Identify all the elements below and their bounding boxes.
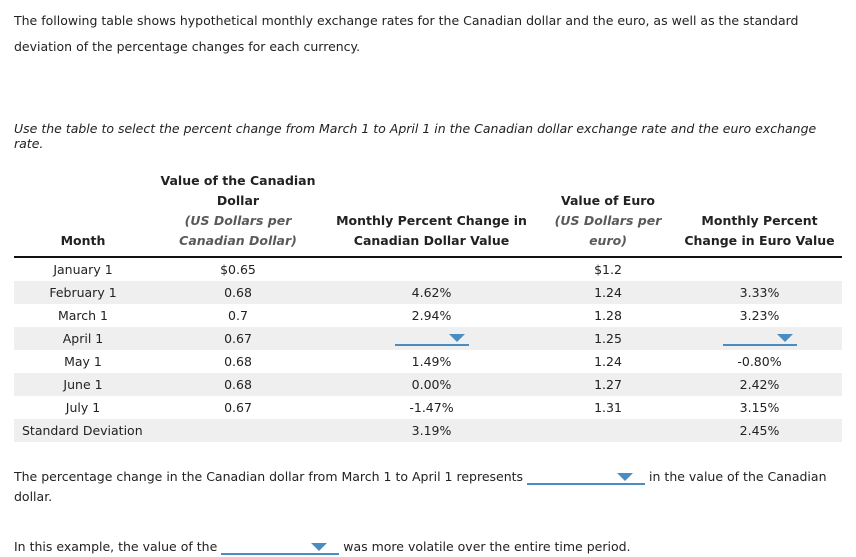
- cell-cad-change: 4.62%: [411, 284, 452, 300]
- col-header-month: Month: [14, 169, 152, 257]
- dropdown-arrow-icon: [311, 542, 328, 551]
- cell-euro-value: 1.28: [594, 307, 622, 323]
- cad-value-title: Value of the Canadian Dollar: [160, 172, 316, 208]
- euro-change-title: Monthly Percent Change in Euro Value: [684, 212, 835, 248]
- cell-month: April 1: [62, 330, 104, 346]
- col-header-cad-value: Value of the Canadian Dollar (US Dollars…: [152, 169, 324, 257]
- cell-euro-value: 1.31: [594, 399, 622, 415]
- table-row-july: July 1 0.67 -1.47% 1.31 3.15%: [14, 396, 842, 419]
- cell-euro-change: 3.33%: [739, 284, 780, 300]
- dropdown-arrow-icon: [617, 472, 634, 481]
- question-1: The percentage change in the Canadian do…: [14, 467, 842, 507]
- euro-value-subtitle: (US Dollars per euro): [554, 212, 662, 248]
- cad-change-dropdown[interactable]: [394, 331, 469, 346]
- cad-value-subtitle: (US Dollars per Canadian Dollar): [179, 212, 297, 248]
- table-row-april: April 1 0.67 1.25: [14, 326, 842, 350]
- cell-month: January 1: [53, 261, 113, 277]
- cell-euro-value: 1.24: [594, 353, 622, 369]
- col-header-month-label: Month: [60, 232, 106, 248]
- instruction-text: Use the table to select the percent chan…: [14, 120, 817, 151]
- table-row-february: February 1 0.68 4.62% 1.24 3.33%: [14, 280, 842, 304]
- cell-cad-value: [152, 419, 324, 442]
- cell-euro-change: 2.45%: [739, 422, 780, 438]
- table-row-march: March 1 0.7 2.94% 1.28 3.23%: [14, 304, 842, 327]
- cell-cad-value: 0.68: [224, 376, 252, 392]
- cell-cad-change: [324, 257, 539, 281]
- table-row-june: June 1 0.68 0.00% 1.27 2.42%: [14, 372, 842, 396]
- col-header-euro-change: Monthly Percent Change in Euro Value: [677, 169, 842, 257]
- question-2-text-after: was more volatile over the entire time p…: [343, 538, 631, 554]
- exchange-rate-table: Month Value of the Canadian Dollar (US D…: [14, 169, 842, 442]
- dropdown-arrow-icon: [776, 334, 793, 342]
- cell-cad-value: 0.67: [224, 330, 252, 346]
- cad-change-title: Monthly Percent Change in Canadian Dolla…: [336, 212, 527, 248]
- table-row-may: May 1 0.68 1.49% 1.24 -0.80%: [14, 350, 842, 373]
- table-row-standard-deviation: Standard Deviation 3.19% 2.45%: [14, 418, 842, 442]
- cell-cad-change: 3.19%: [411, 422, 452, 438]
- table-header: Month Value of the Canadian Dollar (US D…: [14, 169, 842, 257]
- cell-cad-change: 1.49%: [411, 353, 452, 369]
- cell-euro-value: 1.27: [594, 376, 622, 392]
- cell-euro-change: 3.23%: [739, 307, 780, 323]
- col-header-cad-change: Monthly Percent Change in Canadian Dolla…: [324, 169, 539, 257]
- q2-dropdown[interactable]: [221, 540, 340, 555]
- cell-euro-change: 3.15%: [739, 399, 780, 415]
- cell-euro-value: $1.2: [594, 261, 622, 277]
- cell-euro-value: [539, 419, 677, 442]
- cell-month: June 1: [63, 376, 103, 392]
- cell-month: July 1: [65, 399, 101, 415]
- col-header-euro-value: Value of Euro (US Dollars per euro): [539, 169, 677, 257]
- cell-cad-value: 0.68: [224, 353, 252, 369]
- question-2-text-before: In this example, the value of the: [14, 538, 218, 554]
- euro-change-dropdown[interactable]: [722, 331, 797, 346]
- question-1-text-before: The percentage change in the Canadian do…: [14, 468, 524, 484]
- cell-cad-change: 2.94%: [411, 307, 452, 323]
- cell-euro-change: -0.80%: [737, 353, 782, 369]
- cell-cad-value: 0.68: [224, 284, 252, 300]
- cell-cad-change: -1.47%: [409, 399, 454, 415]
- question-2: In this example, the value of the was mo…: [14, 537, 842, 557]
- question-1-text-after: in the value of the Canadian dollar.: [14, 468, 827, 504]
- cell-cad-value: 0.7: [228, 307, 248, 323]
- cell-cad-value: $0.65: [220, 261, 256, 277]
- cell-euro-change: [677, 257, 842, 281]
- dropdown-arrow-icon: [448, 334, 465, 342]
- cell-euro-change: [677, 327, 842, 350]
- cell-cad-change: [324, 327, 539, 350]
- cell-euro-value: 1.25: [594, 330, 622, 346]
- cell-cad-change: 0.00%: [411, 376, 452, 392]
- cell-month: March 1: [57, 307, 109, 323]
- cell-month: Standard Deviation: [22, 422, 143, 438]
- cell-month: February 1: [49, 284, 117, 300]
- cell-cad-value: 0.67: [224, 399, 252, 415]
- cell-month: May 1: [64, 353, 102, 369]
- intro-text: The following table shows hypothetical m…: [14, 13, 799, 55]
- cell-euro-change: 2.42%: [739, 376, 780, 392]
- cell-euro-value: 1.24: [594, 284, 622, 300]
- euro-value-title: Value of Euro: [560, 192, 655, 208]
- table-row-january: January 1 $0.65 $1.2: [14, 257, 842, 281]
- q1-dropdown[interactable]: [527, 470, 646, 485]
